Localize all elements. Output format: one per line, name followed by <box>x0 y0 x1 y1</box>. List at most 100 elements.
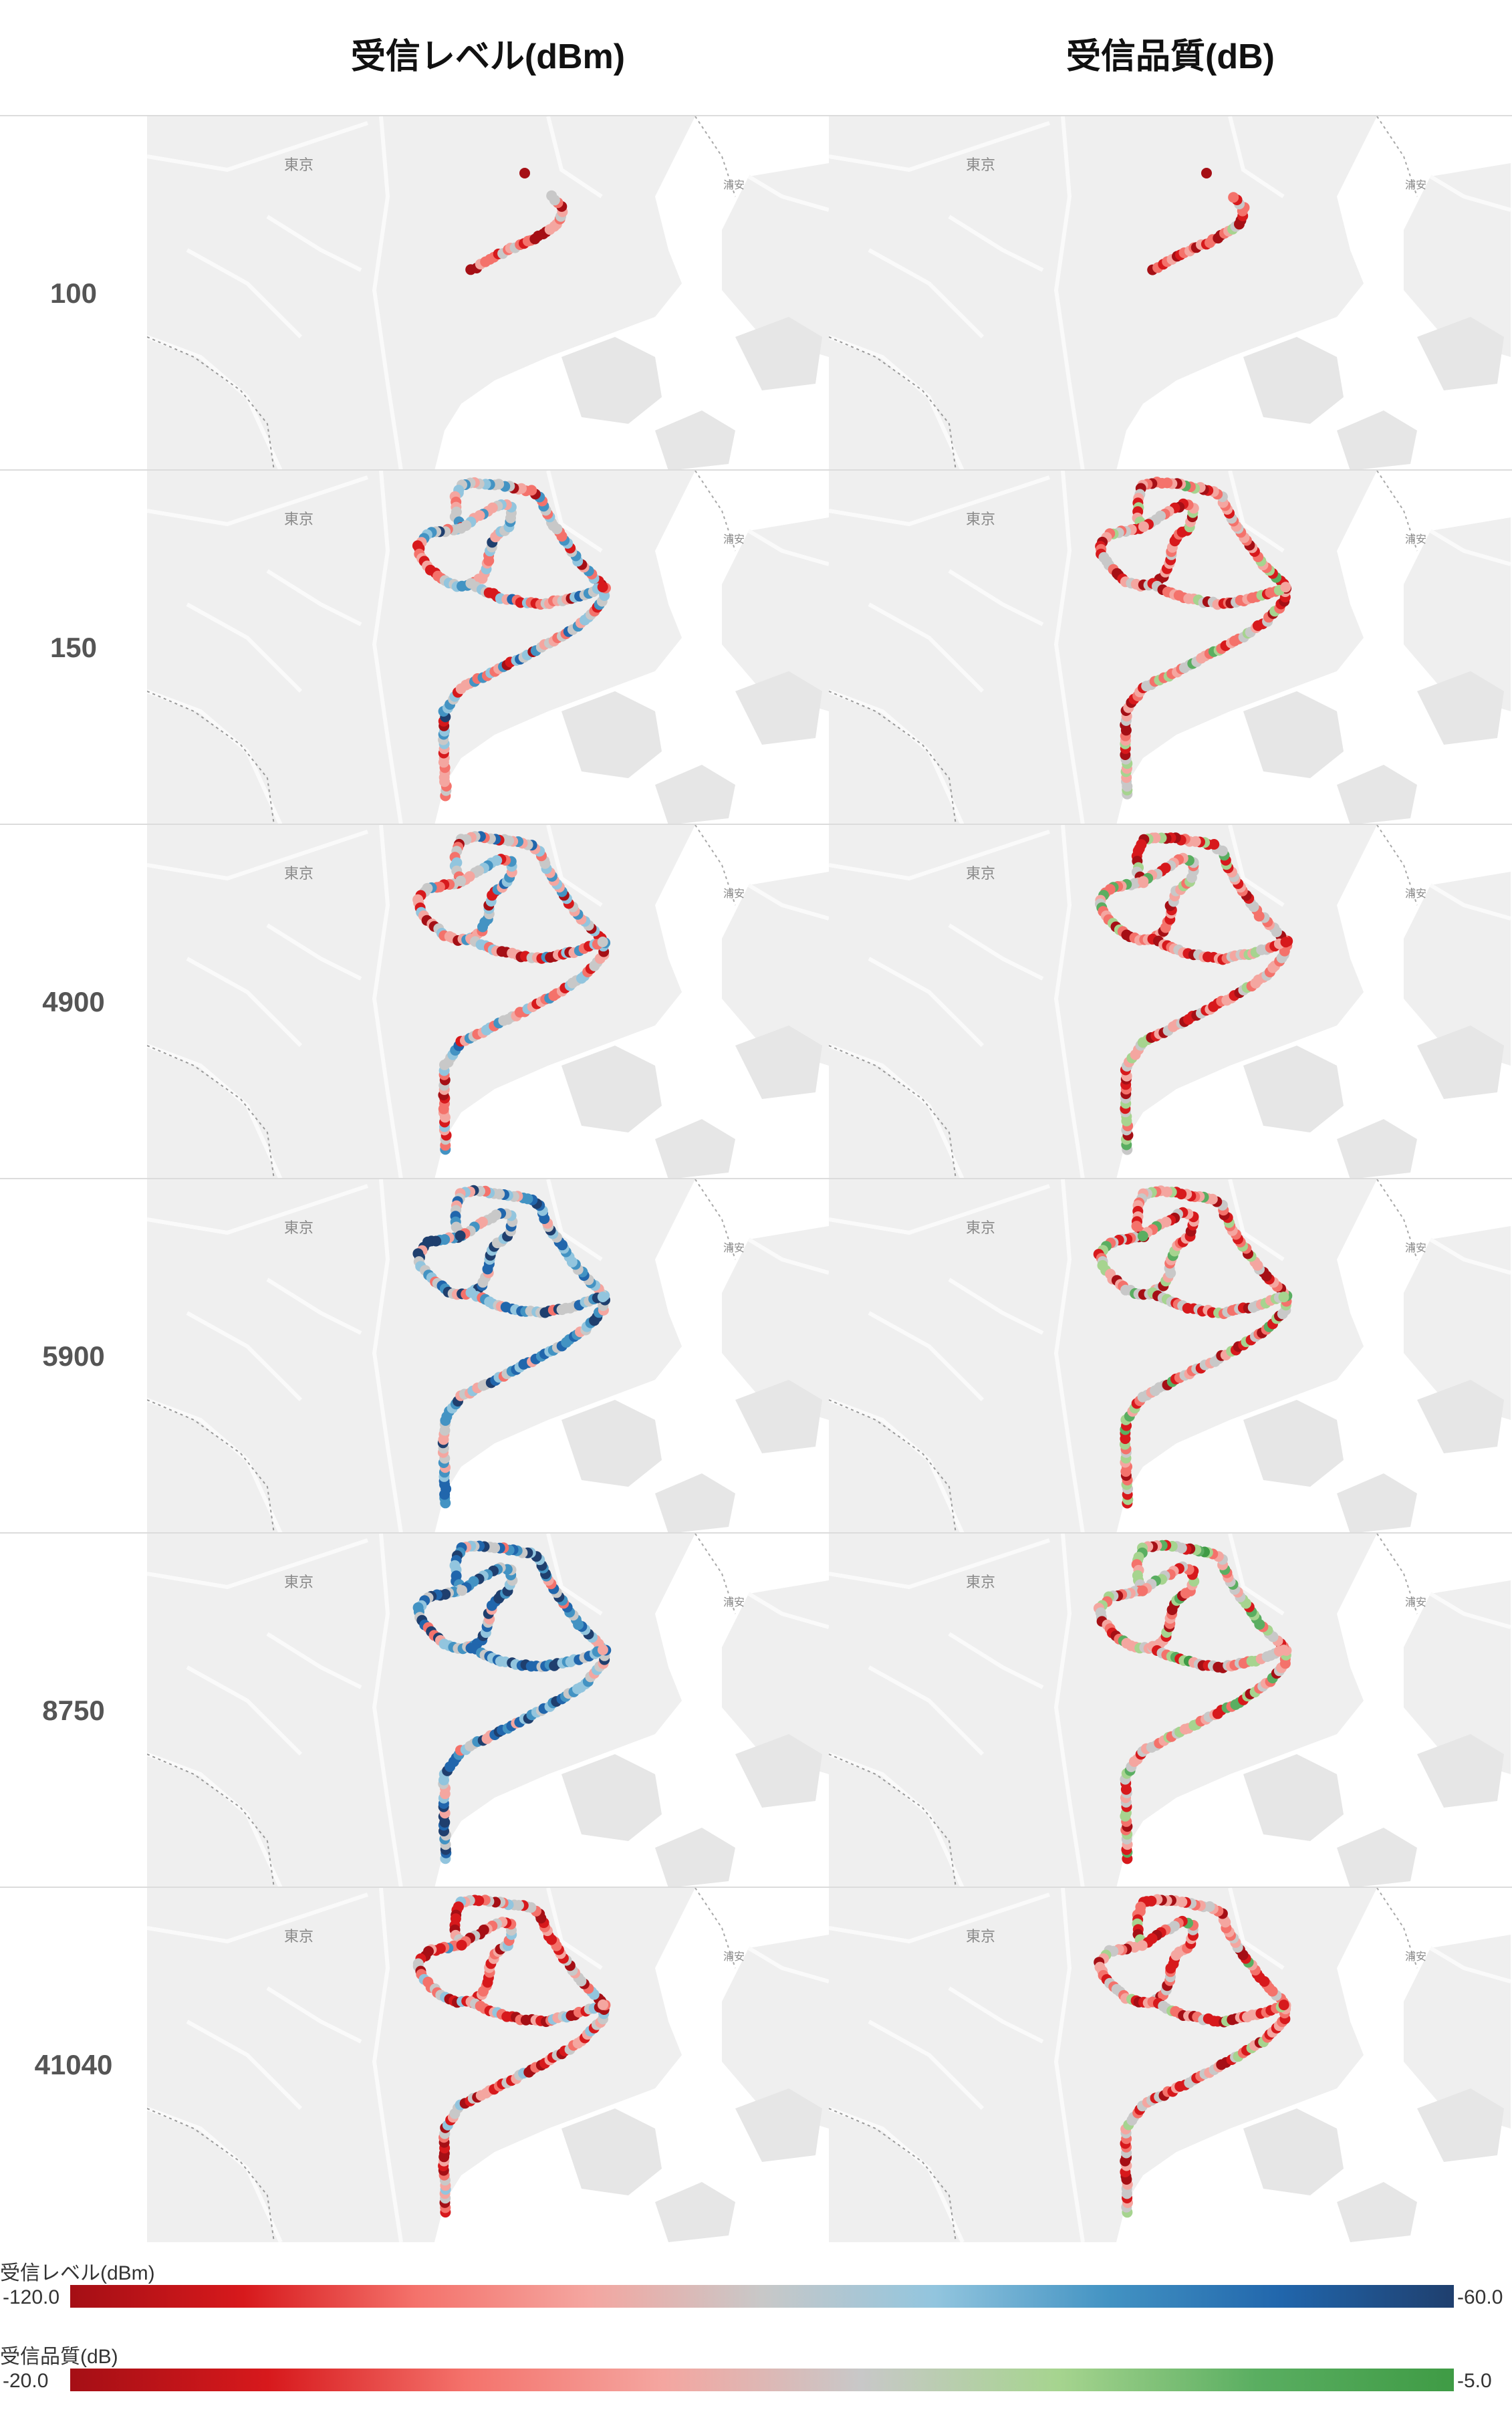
quality-map[interactable]: 東京浦安 <box>829 1888 1511 2242</box>
city-label-urayasu: 浦安 <box>1405 533 1426 546</box>
city-label-urayasu: 浦安 <box>723 179 745 191</box>
frequency-row: 100 東京 浦安 東京 浦安 <box>0 115 1512 471</box>
city-label-tokyo: 東京 <box>966 156 995 173</box>
city-label-urayasu: 浦安 <box>1405 1596 1426 1608</box>
measurement-point <box>1136 1940 1148 1951</box>
legend-color-scale <box>70 2285 1454 2308</box>
level-map[interactable]: 東京浦安 <box>147 1179 829 1534</box>
measurement-points <box>412 831 611 1155</box>
legend-min-label: -20.0 <box>3 2370 49 2392</box>
measurement-point <box>1137 1231 1148 1241</box>
city-label-urayasu: 浦安 <box>1405 888 1426 900</box>
city-label-urayasu: 浦安 <box>723 1242 745 1254</box>
city-label-tokyo: 東京 <box>284 1928 313 1945</box>
measurement-point <box>456 1939 467 1951</box>
measurement-points <box>1147 1996 1289 2028</box>
level-map[interactable]: 東京浦安 <box>147 116 829 471</box>
quality-map[interactable]: 東京浦安 <box>829 1534 1511 1888</box>
level-map[interactable]: 東京浦安 <box>147 1888 829 2242</box>
row-label: 5900 <box>42 1340 105 1372</box>
measurement-points <box>1147 1287 1289 1320</box>
measurement-point <box>1278 1292 1289 1303</box>
measurement-points <box>465 1996 608 2028</box>
city-label-tokyo: 東京 <box>966 865 995 882</box>
measurement-point <box>1280 937 1291 948</box>
city-label-tokyo: 東京 <box>284 511 313 527</box>
legend-min-label: -120.0 <box>3 2286 60 2308</box>
level-map[interactable]: 東京浦安 <box>147 1534 829 1888</box>
measurement-point <box>597 1292 608 1302</box>
legend-max-label: -60.0 <box>1457 2286 1503 2308</box>
legend-max-label: -5.0 <box>1457 2370 1492 2392</box>
quality-map[interactable]: 東京浦安 <box>829 471 1511 825</box>
measurement-points <box>1147 1641 1289 1673</box>
city-label-tokyo: 東京 <box>284 865 313 882</box>
measurement-points <box>1095 477 1292 800</box>
measurement-point <box>598 1999 608 2010</box>
city-label-urayasu: 浦安 <box>1405 1951 1426 1963</box>
city-label-tokyo: 東京 <box>284 1219 313 1236</box>
city-label-tokyo: 東京 <box>966 1219 995 1236</box>
measurement-point <box>519 168 530 178</box>
frequency-row: 5900 東京 浦安 東京 浦安 <box>0 1178 1512 1534</box>
city-label-urayasu: 浦安 <box>723 1596 745 1608</box>
quality-map[interactable]: 東京浦安 <box>829 1179 1511 1534</box>
measurement-points <box>1147 578 1291 610</box>
legend-title: 受信レベル(dBm) <box>0 2262 155 2284</box>
measurement-points <box>412 1895 611 2218</box>
frequency-row: 150 東京 浦安 東京 浦安 <box>0 469 1512 825</box>
measurement-point <box>1278 1645 1289 1656</box>
legend-color-scale <box>70 2369 1454 2391</box>
measurement-point <box>1138 521 1149 532</box>
city-label-urayasu: 浦安 <box>1405 179 1426 191</box>
measurement-points <box>1094 1894 1291 2218</box>
measurement-point <box>455 523 467 534</box>
city-label-tokyo: 東京 <box>284 1574 313 1590</box>
row-label: 41040 <box>34 2049 113 2080</box>
city-label-urayasu: 浦安 <box>723 888 745 900</box>
measurement-points <box>1095 832 1293 1155</box>
frequency-row: 8750 東京 浦安 東京 浦安 <box>0 1532 1512 1888</box>
measurement-point <box>1138 876 1149 887</box>
column-header-quality: 受信品質(dB) <box>1066 37 1275 76</box>
measurement-point <box>1228 192 1239 203</box>
level-map[interactable]: 東京浦安 <box>147 471 829 825</box>
row-label: 4900 <box>42 986 105 1017</box>
measurement-point <box>455 1230 466 1241</box>
measurement-point <box>597 1645 608 1655</box>
measurement-points <box>465 1643 608 1673</box>
frequency-row: 41040 東京 浦安 東京 浦安 <box>0 1887 1512 2242</box>
city-label-tokyo: 東京 <box>966 1928 995 1945</box>
measurement-points <box>465 1287 608 1318</box>
measurement-point <box>597 937 608 947</box>
row-label: 8750 <box>42 1695 105 1726</box>
measurement-points <box>412 1185 610 1509</box>
city-label-tokyo: 東京 <box>966 511 995 527</box>
city-label-tokyo: 東京 <box>284 156 313 173</box>
measurement-points <box>1093 1540 1292 1864</box>
legend-title: 受信品質(dB) <box>0 2346 118 2368</box>
measurement-point <box>1201 168 1212 178</box>
city-label-urayasu: 浦安 <box>723 1951 745 1963</box>
city-label-tokyo: 東京 <box>966 1574 995 1590</box>
level-map[interactable]: 東京浦安 <box>147 825 829 1179</box>
measurement-point <box>1137 1585 1148 1596</box>
measurement-points <box>1147 933 1291 965</box>
quality-map[interactable]: 東京浦安 <box>829 116 1511 471</box>
measurement-point <box>455 875 467 886</box>
measurement-point <box>1280 582 1291 593</box>
measurement-points <box>465 933 608 964</box>
frequency-row: 4900 東京 浦安 東京 浦安 <box>0 824 1512 1179</box>
measurement-point <box>597 582 608 593</box>
row-label: 150 <box>49 632 98 663</box>
measurement-point <box>457 1585 468 1596</box>
row-label: 100 <box>49 277 98 309</box>
city-label-urayasu: 浦安 <box>1405 1242 1426 1254</box>
measurement-points <box>1147 192 1250 275</box>
measurement-points <box>465 578 608 610</box>
city-label-urayasu: 浦安 <box>723 533 745 546</box>
measurement-points <box>465 190 568 275</box>
quality-map[interactable]: 東京浦安 <box>829 825 1511 1179</box>
measurement-points <box>412 477 611 802</box>
column-header-level: 受信レベル(dBm) <box>350 37 626 76</box>
